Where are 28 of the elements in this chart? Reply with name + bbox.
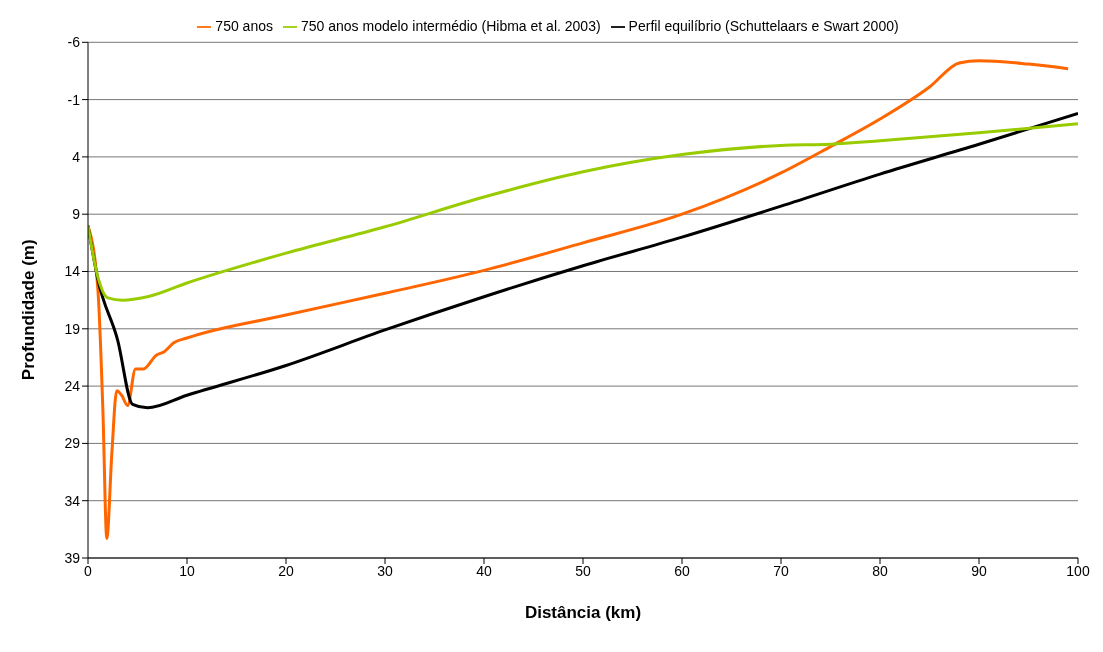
y-tick-label: 34 (64, 492, 81, 509)
x-tick-label: 20 (278, 562, 294, 579)
y-tick-label: 19 (64, 320, 81, 337)
legend-label: 750 anos modelo intermédio (Hibma et al. 2003) (300, 18, 601, 34)
x-tick-label: 50 (575, 562, 591, 579)
legend-label: 750 anos (215, 18, 273, 34)
x-tick-label: 10 (179, 562, 195, 579)
y-tick-label: 29 (64, 435, 81, 452)
x-tick-label: 40 (476, 562, 492, 579)
y-tick-label: -1 (67, 91, 81, 108)
legend-label: Perfil equilíbrio (Schuttelaars e Swart 2000) (628, 18, 899, 34)
x-tick-label: 60 (674, 562, 690, 579)
x-tick-label: 80 (872, 562, 888, 579)
line-series (88, 59, 1070, 541)
x-tick-label: 30 (377, 562, 393, 579)
y-tick-label: 14 (64, 263, 81, 280)
line-series (88, 122, 1078, 302)
x-tick-label: 90 (971, 562, 987, 579)
x-tick-label: 0 (84, 562, 93, 579)
y-tick-label: 4 (72, 148, 81, 165)
y-tick-label: -6 (67, 34, 81, 51)
y-axis-title: Profundidade (m) (19, 239, 39, 381)
y-tick-label: 39 (64, 549, 81, 566)
x-tick-label: 70 (773, 562, 789, 579)
x-tick-label: 100 (1066, 562, 1090, 579)
y-tick-label: 24 (64, 378, 81, 395)
y-tick-label: 9 (72, 206, 81, 223)
x-axis-title: Distância (km) (524, 603, 642, 622)
